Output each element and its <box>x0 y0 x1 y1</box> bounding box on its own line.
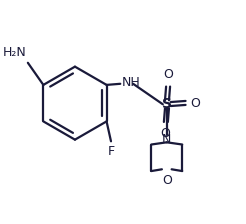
Text: F: F <box>108 145 115 158</box>
Text: H₂N: H₂N <box>3 46 27 59</box>
Text: O: O <box>190 97 200 110</box>
Text: O: O <box>162 174 172 187</box>
Text: NH: NH <box>122 76 141 89</box>
Text: O: O <box>161 127 170 140</box>
Text: S: S <box>162 97 172 111</box>
Text: N: N <box>162 133 171 146</box>
Text: O: O <box>163 68 173 81</box>
